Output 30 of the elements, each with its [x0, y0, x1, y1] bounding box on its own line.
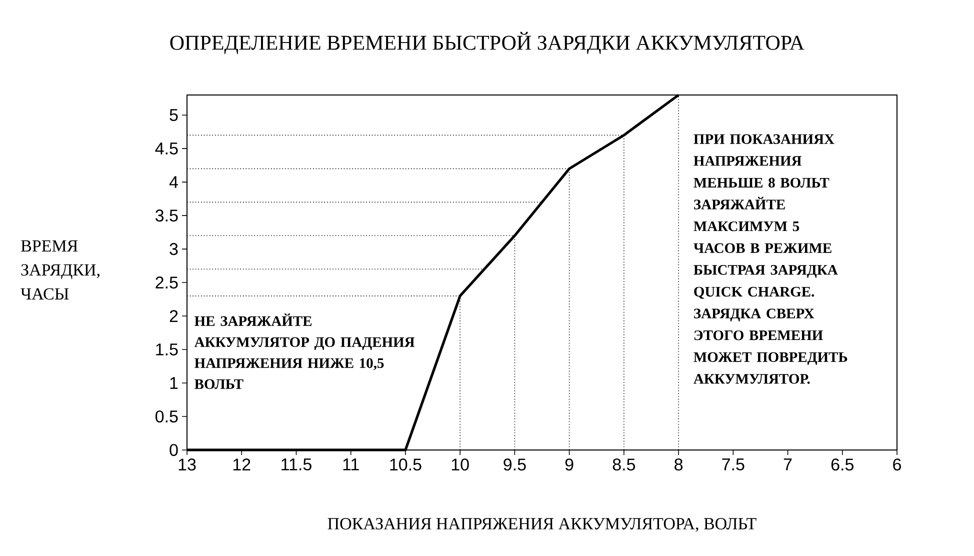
y-tick-label: 1.5 [156, 344, 178, 356]
y-axis-title: ВРЕМЯ ЗАРЯДКИ, ЧАСЫ [20, 240, 100, 300]
y-tick-label: 4 [169, 176, 178, 188]
x-tick-label: 6 [893, 458, 901, 471]
y-tick-label: 0 [170, 444, 178, 456]
x-tick-label: 12 [233, 458, 250, 470]
y-tick-label: 2.5 [156, 276, 178, 289]
x-tick-label: 6.5 [831, 458, 854, 471]
y-tick-label: 3 [170, 243, 178, 256]
y-tick-label: 5 [170, 109, 178, 122]
x-tick-label: 11.5 [282, 458, 312, 470]
x-tick-label: 7 [784, 458, 792, 470]
x-tick-label: 13 [178, 458, 196, 471]
y-tick-label: 2 [170, 310, 178, 322]
y-tick-label: 3.5 [155, 210, 178, 222]
x-tick-label: 7.5 [722, 458, 744, 470]
x-tick-label: 9 [565, 458, 574, 471]
x-tick-label: 8.5 [612, 458, 636, 471]
y-tick-label: 4.5 [155, 142, 178, 155]
text: ПРИ ПОКАЗАНИЯХ НАПРЯЖЕНИЯ МЕНЬШЕ 8 ВОЛЬТ ЗАРЯЖАЙТЕ МАКСИМУМ 5 ЧАСОВ В РЕЖИМЕ БЫСТРАЯ ЗАРЯДКА QUICK CHARGE. ЗАРЯДКА СВЕРХ ЭТОГО ВРЕМЕНИ МОЖЕТ ПОВРЕДИТЬ АККУМУЛЯТОР. [694, 134, 848, 384]
x-tick-label: 9.5 [504, 458, 526, 471]
x-tick-label: 10.5 [390, 458, 422, 471]
x-tick-label: 11 [343, 458, 359, 470]
x-tick-label: 8 [674, 458, 683, 471]
x-tick-label: 10 [452, 458, 469, 471]
y-tick-label: 0.5 [156, 410, 178, 423]
y-tick-label: 1 [170, 377, 178, 389]
x-axis-title: ПОКАЗАНИЯ НАПРЯЖЕНИЯ АККУМУЛЯТОРА, ВОЛЬТ [328, 518, 756, 532]
annotation: НЕ ЗАРЯЖАЙТЕ АККУМУЛЯТОР ДО ПАДЕНИЯ НАПРЯЖЕНИЯ НИЖЕ 10,5 ВОЛЬТ [194, 314, 415, 390]
chart-title: ОПРЕДЕЛЕНИЕ ВРЕМЕНИ БЫСТРОЙ ЗАРЯДКИ АККУМУЛЯТОРА [170, 32, 804, 54]
